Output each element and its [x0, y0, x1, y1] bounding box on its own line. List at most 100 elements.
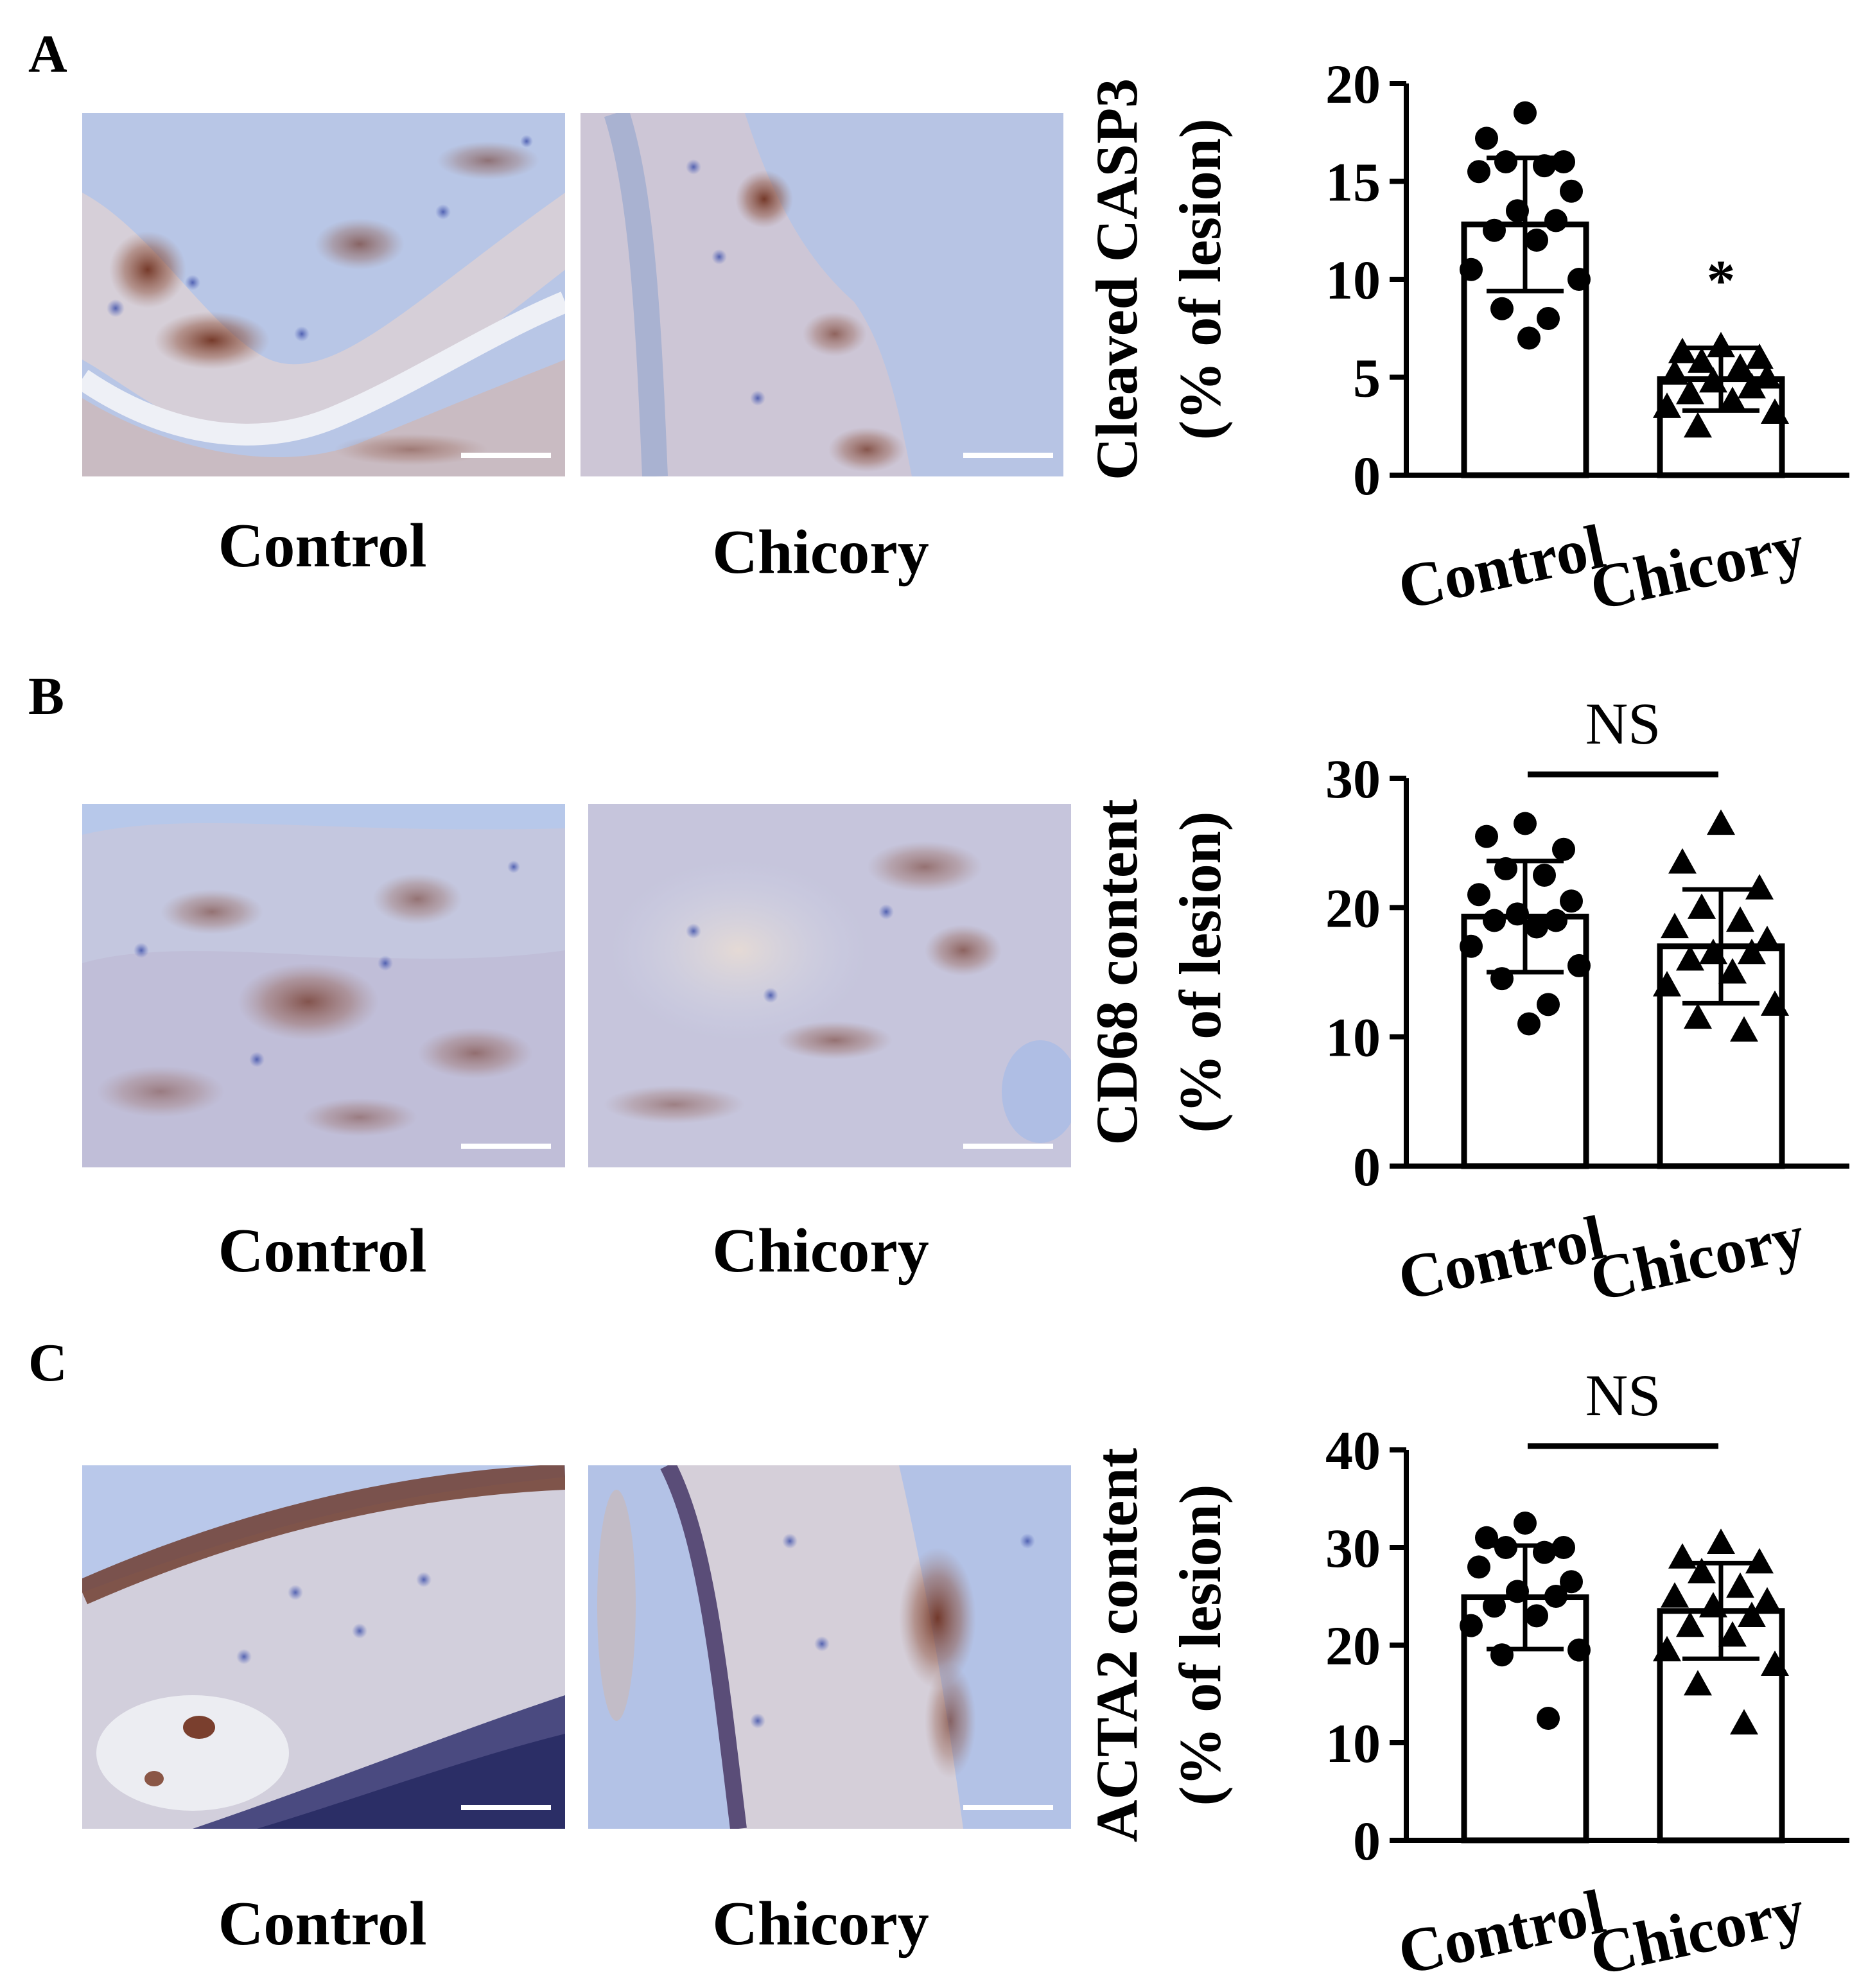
panel-letter: A [28, 24, 67, 84]
micrograph-chicory [588, 804, 1071, 1167]
micrograph-chicory [588, 1465, 1071, 1829]
data-point [1699, 1592, 1727, 1617]
data-point [1753, 925, 1781, 952]
data-point [1676, 378, 1704, 405]
data-point [1668, 848, 1697, 874]
data-point [1753, 363, 1781, 389]
data-point [1653, 1635, 1681, 1662]
data-point [1688, 893, 1716, 919]
data-point [1525, 915, 1548, 939]
y-axis-label-unit: (% of lesion) [1167, 1485, 1233, 1806]
data-point [1460, 934, 1483, 958]
micrograph-control [82, 804, 565, 1167]
data-point [1661, 912, 1689, 939]
data-point [1560, 179, 1583, 203]
data-point [1684, 1003, 1712, 1029]
y-tick-label: 10 [1325, 1007, 1381, 1068]
data-point [1475, 126, 1498, 150]
data-point [1544, 909, 1567, 932]
data-point [1560, 889, 1583, 913]
data-point [1552, 150, 1575, 173]
y-tick-label: 40 [1325, 1420, 1381, 1481]
data-point [1494, 857, 1517, 880]
significance-label: NS [1585, 1363, 1661, 1428]
data-point [1544, 1585, 1567, 1608]
data-point [1738, 938, 1766, 964]
data-point [1533, 154, 1556, 178]
data-point [1483, 1594, 1506, 1618]
micrograph-chicory [580, 113, 1063, 476]
data-point [1726, 353, 1754, 379]
panel-letter: C [28, 1333, 67, 1393]
y-tick-label: 30 [1325, 1517, 1381, 1579]
data-point [1525, 229, 1548, 252]
x-tick-label-chicory: Chicory [1584, 511, 1811, 624]
y-tick-label: 5 [1353, 347, 1381, 409]
x-tick-label-control: Control [1392, 1877, 1610, 1988]
y-tick-label: 10 [1325, 249, 1381, 311]
data-point [1718, 1621, 1747, 1647]
micrograph-chicory-label: Chicory [712, 1216, 929, 1286]
y-tick-label: 20 [1325, 877, 1381, 939]
y-tick-label: 0 [1353, 445, 1381, 507]
data-point [1567, 954, 1591, 977]
micrograph-control [82, 1465, 565, 1829]
data-point [1460, 1614, 1483, 1637]
data-point [1483, 909, 1506, 932]
data-point [1475, 1526, 1498, 1549]
data-point [1661, 1582, 1689, 1608]
data-point [1684, 1670, 1712, 1696]
data-point [1552, 1536, 1575, 1559]
data-point [1514, 812, 1537, 835]
data-point [1676, 1611, 1704, 1637]
data-point [1567, 268, 1591, 291]
data-point [1745, 344, 1774, 369]
data-point [1490, 1643, 1514, 1667]
data-point [1684, 412, 1712, 438]
data-point [1707, 809, 1735, 835]
data-point [1699, 938, 1727, 964]
data-point [1560, 1570, 1583, 1594]
data-point [1490, 297, 1514, 320]
data-point [1699, 367, 1727, 393]
data-point [1738, 1601, 1766, 1627]
y-axis-label: CD68 content [1084, 799, 1149, 1146]
data-point [1688, 1558, 1716, 1583]
data-point [1525, 1604, 1548, 1628]
data-point [1753, 1587, 1781, 1613]
data-point [1761, 398, 1789, 424]
micrograph-control-label: Control [218, 1889, 427, 1958]
data-point [1661, 359, 1689, 385]
data-point [1718, 958, 1747, 984]
x-tick-label-control: Control [1392, 1203, 1610, 1314]
data-point [1726, 906, 1754, 932]
data-point [1718, 387, 1747, 412]
data-point [1475, 824, 1498, 848]
bar-chart-acta2-content: 0 10 20 30 40 ACTA2 content (% of lesion) Contr… [1084, 1363, 1849, 1988]
micrograph-control [82, 113, 565, 476]
data-point [1537, 993, 1560, 1016]
data-point [1494, 150, 1517, 173]
y-tick-label: 15 [1325, 152, 1381, 213]
data-point [1552, 837, 1575, 861]
x-tick-label-chicory: Chicory [1584, 1876, 1811, 1988]
data-point [1514, 1512, 1537, 1535]
data-point [1517, 326, 1541, 350]
data-point [1533, 864, 1556, 887]
y-tick-label: 0 [1353, 1136, 1381, 1198]
data-point [1707, 1528, 1735, 1554]
y-tick-label: 20 [1325, 1615, 1381, 1677]
y-tick-label: 20 [1325, 53, 1381, 115]
y-axis-label: ACTA2 content [1084, 1448, 1149, 1842]
data-point [1668, 337, 1697, 363]
panel-c: C Control [28, 1333, 1849, 1988]
data-point [1494, 1536, 1517, 1559]
data-point [1761, 1650, 1789, 1676]
data-point [1745, 874, 1774, 900]
data-point [1730, 1016, 1758, 1042]
data-point [1537, 307, 1560, 330]
micrograph-control-label: Control [218, 1216, 427, 1286]
micrograph-control-label: Control [218, 511, 427, 580]
data-point [1514, 101, 1537, 125]
